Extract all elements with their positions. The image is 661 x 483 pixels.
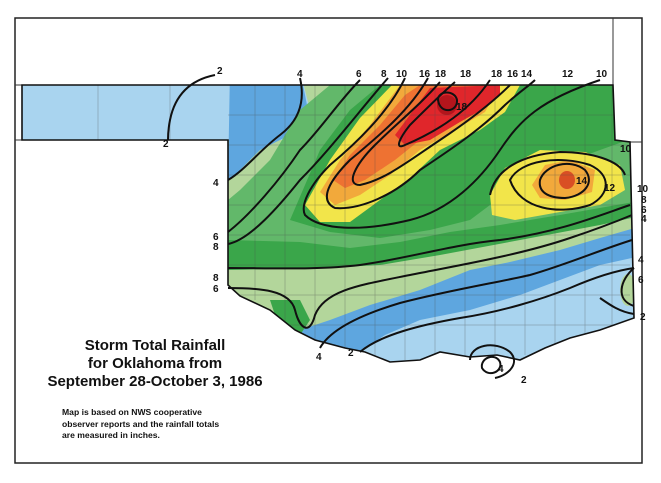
contour-16-north (398, 79, 491, 148)
contour-2-south-loop (469, 344, 515, 379)
contour-label-10: 10 (396, 69, 408, 80)
contour-label-14: 14 (521, 69, 533, 80)
contour-label-12: 12 (604, 183, 616, 194)
contour-label-14-peak: 14 (576, 176, 588, 187)
map-note: Map is based on NWS cooperative observer… (62, 407, 292, 442)
contour-label-8: 8 (213, 273, 219, 284)
note-line: Map is based on NWS cooperative (62, 407, 202, 417)
contour-label-16: 16 (507, 69, 519, 80)
contour-labels: 2 2 4 6 8 10 16 18 18 18 16 14 12 10 18 … (163, 66, 649, 386)
contour-label-18-peak: 18 (456, 102, 468, 113)
contour-18-peak (436, 91, 458, 112)
contour-4-east-loop (620, 267, 635, 307)
contour-label-4: 4 (297, 69, 303, 80)
contour-label-2: 2 (640, 312, 646, 323)
contour-10-east (489, 150, 626, 196)
note-line: are measured in inches. (62, 430, 160, 440)
contour-label-6: 6 (213, 284, 219, 295)
contour-12-east (508, 159, 607, 211)
contour-label-4: 4 (498, 364, 504, 375)
title-line: Storm Total Rainfall (84, 337, 226, 354)
contour-label-18: 18 (460, 69, 472, 80)
contour-2-south (359, 267, 635, 353)
contour-label-8: 8 (381, 69, 387, 80)
band-14-peak (559, 171, 575, 189)
contour-14-north (351, 81, 511, 187)
contour-label-2: 2 (348, 348, 354, 359)
contour-label-6: 6 (213, 232, 219, 243)
contour-label-10: 10 (620, 144, 632, 155)
contour-4-north (227, 77, 303, 181)
title-line: September 28-October 3, 1986 (47, 373, 263, 390)
contour-label-10: 10 (596, 69, 608, 80)
contour-4-south-loop (480, 355, 502, 375)
map-frame (14, 17, 643, 464)
contour-label-4: 4 (213, 178, 219, 189)
note-line: observer reports and the rainfall totals (62, 418, 220, 429)
contour-label-2: 2 (521, 375, 527, 386)
contour-label-12: 12 (562, 69, 574, 80)
contour-label-6: 6 (638, 275, 644, 286)
contour-2-panhandle (167, 74, 216, 141)
contour-label-16: 16 (419, 69, 431, 80)
contour-lines (167, 74, 635, 379)
contour-10-north (302, 77, 601, 229)
contour-label-6: 6 (356, 69, 362, 80)
contour-4-south (319, 239, 633, 349)
contour-label-8: 8 (213, 242, 219, 253)
contour-label-2: 2 (163, 139, 169, 150)
oklahoma-outline (21, 84, 635, 363)
contour-2-east (599, 297, 635, 315)
map-title: Storm Total Rainfall for Oklahoma from S… (20, 337, 290, 391)
contour-label-4: 4 (638, 255, 644, 266)
contour-12-north (325, 77, 536, 210)
contour-14-east (538, 162, 590, 200)
contour-label-18: 18 (491, 69, 503, 80)
contour-8-north (227, 77, 389, 245)
band-4-6-northwest (228, 85, 310, 180)
contour-6-north (227, 79, 361, 233)
county-grid (97, 85, 630, 360)
band-8-10-west-lobe (270, 300, 310, 335)
contour-label-4: 4 (641, 214, 647, 225)
contour-8-south (227, 204, 631, 270)
contour-label-18: 18 (435, 69, 447, 80)
title-line: for Oklahoma from (87, 355, 223, 372)
contour-label-4: 4 (316, 352, 322, 363)
contour-label-2: 2 (217, 66, 223, 77)
contour-label-6: 6 (641, 205, 647, 216)
contour-label-8: 8 (641, 195, 647, 206)
contour-6-south (227, 214, 633, 329)
contour-label-10: 10 (637, 184, 649, 195)
